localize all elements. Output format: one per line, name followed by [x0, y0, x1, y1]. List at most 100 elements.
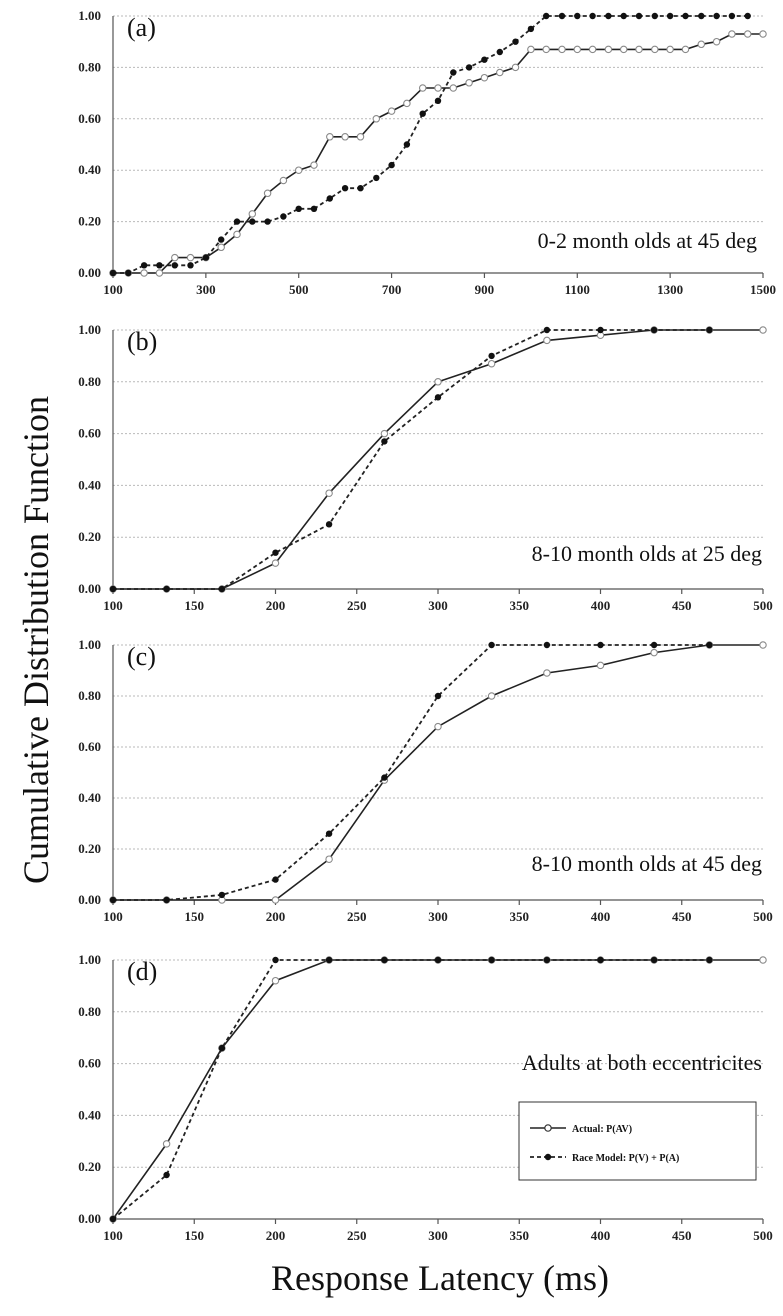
race-point — [512, 38, 519, 45]
race-point — [233, 218, 241, 225]
panels: 0.00 0.20 0.40 0.60 0.80 1.00 100 300 500 700 900 1… — [78, 8, 776, 1243]
race-point — [109, 269, 117, 277]
race-point — [465, 64, 473, 71]
race-point — [272, 876, 279, 883]
x-tick-label: 100 — [103, 598, 123, 613]
x-tick-label: 400 — [591, 909, 611, 924]
y-tick-label: 0.40 — [78, 162, 101, 177]
x-tick-label: 400 — [591, 1228, 611, 1243]
x-tick-label: 150 — [185, 598, 205, 613]
y-tick-label: 0.60 — [78, 426, 101, 441]
x-tick-label: 1100 — [565, 282, 590, 297]
actual-point — [271, 896, 280, 904]
race-point — [373, 174, 380, 182]
x-tick-label: 450 — [672, 598, 692, 613]
actual-point — [279, 176, 288, 185]
race-point — [388, 161, 395, 169]
x-tick-label: 900 — [475, 282, 495, 297]
race-point — [488, 641, 495, 649]
actual-point — [496, 68, 504, 77]
x-tick-label: 350 — [510, 1228, 530, 1243]
actual-point — [356, 133, 365, 141]
x-tick-label: 200 — [266, 598, 286, 613]
x-tick-label: 300 — [428, 598, 448, 613]
actual-point — [294, 166, 303, 174]
race-point — [650, 956, 658, 964]
race-point — [280, 213, 287, 220]
y-tick-label: 0.40 — [78, 477, 101, 492]
panel-2: 0.00 0.20 0.40 0.60 0.80 1.00 100 150 200 250 300 3… — [78, 322, 773, 613]
actual-point — [480, 73, 489, 82]
actual-point — [403, 99, 411, 108]
legend: Actual: P(AV) Race Model: P(V) + P(A) — [518, 1101, 757, 1181]
y-tick-label: 0.80 — [78, 688, 101, 703]
actual-point — [511, 63, 520, 72]
y-tick-label: 0.00 — [78, 1211, 101, 1226]
actual-point — [372, 115, 381, 123]
y-tick-label: 0.00 — [78, 265, 101, 280]
race-point — [597, 956, 604, 964]
race-point — [218, 891, 226, 899]
actual-point — [543, 669, 551, 677]
race-point — [597, 326, 604, 334]
x-tick-label: 100 — [103, 1228, 123, 1243]
y-tick-label: 0.20 — [78, 529, 101, 544]
x-tick-label: 150 — [185, 909, 205, 924]
race-point — [558, 12, 566, 20]
race-point — [589, 12, 596, 20]
actual-point — [380, 429, 389, 438]
race-point — [620, 12, 627, 20]
panel-label: (c) — [127, 642, 156, 671]
actual-point — [140, 269, 148, 277]
panel-annotation: 8-10 month olds at 45 deg — [532, 851, 762, 876]
race-point — [156, 262, 163, 269]
legend-actual-label: Actual: P(AV) — [572, 1124, 632, 1135]
legend-actual-marker — [544, 1124, 552, 1132]
actual-point — [558, 45, 566, 54]
race-point — [264, 218, 271, 225]
x-tick-label: 100 — [103, 909, 123, 924]
race-point — [488, 352, 495, 360]
race-point — [605, 12, 612, 20]
panel-annotation: 8-10 month olds at 25 deg — [532, 541, 762, 566]
x-tick-label: 500 — [753, 1228, 773, 1243]
actual-point — [271, 976, 280, 985]
actual-point — [217, 243, 225, 252]
actual-point — [233, 230, 241, 239]
race-point — [249, 218, 256, 225]
actual-point — [155, 269, 164, 277]
race-point — [202, 254, 210, 261]
y-tick-label: 0.80 — [78, 1004, 101, 1019]
y-tick-label: 1.00 — [78, 8, 101, 23]
race-point — [140, 262, 148, 269]
race-point — [496, 48, 503, 56]
actual-point — [542, 45, 550, 54]
actual-point — [271, 559, 280, 567]
panel-4: 0.00 0.20 0.40 0.60 0.80 1.00 100 150 200 250 300 3… — [78, 952, 773, 1243]
race-point — [125, 269, 132, 277]
actual-point — [325, 855, 333, 863]
race-point — [543, 641, 551, 649]
actual-point — [487, 359, 496, 368]
actual-point — [162, 1140, 171, 1148]
race-point — [635, 12, 643, 20]
actual-point — [759, 956, 767, 964]
race-point — [713, 12, 720, 20]
y-axis-title: Cumulative Distribution Function — [16, 396, 56, 884]
race-point — [295, 205, 302, 212]
y-tick-label: 0.60 — [78, 111, 101, 126]
x-tick-label: 300 — [428, 1228, 448, 1243]
actual-point — [697, 40, 706, 49]
actual-point — [418, 84, 427, 92]
race-point — [744, 12, 751, 20]
race-point — [163, 896, 170, 904]
x-tick-label: 300 — [428, 909, 448, 924]
race-point — [272, 549, 279, 556]
actual-point — [743, 30, 752, 38]
x-tick-label: 1300 — [657, 282, 683, 297]
x-tick-label: 500 — [753, 598, 773, 613]
y-tick-label: 0.00 — [78, 581, 101, 596]
x-tick-label: 1500 — [750, 282, 776, 297]
legend-race-label: Race Model: P(V) + P(A) — [572, 1153, 679, 1164]
